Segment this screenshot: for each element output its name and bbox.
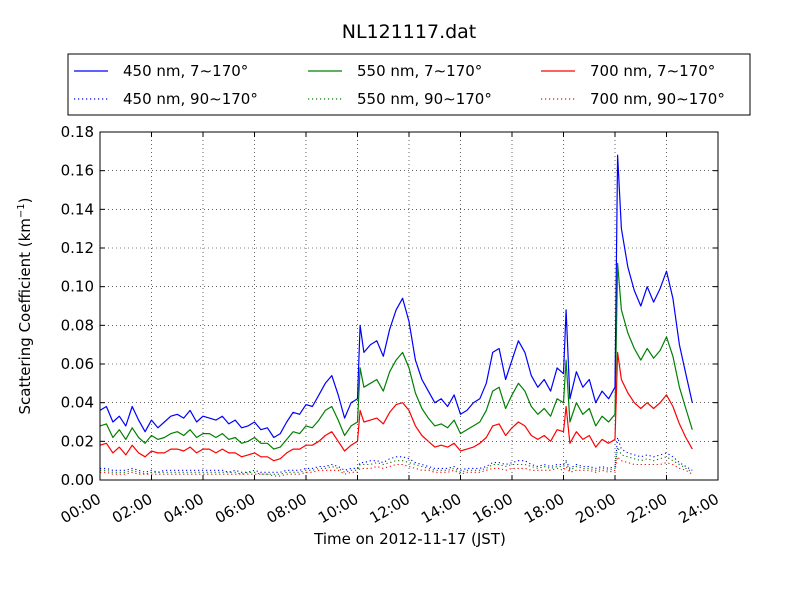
x-tick-label: 20:00 [573,490,619,527]
grid-lines [100,132,718,480]
y-tick-label: 0.12 [61,239,94,257]
series-line [99,262,693,450]
series-lines [99,154,693,477]
legend-label: 450 nm, 90∼170° [123,90,258,108]
x-tick-label: 08:00 [264,490,310,527]
x-tick-label: 14:00 [418,490,464,527]
y-tick-label: 0.00 [61,471,94,489]
x-tick-label: 04:00 [161,490,207,527]
y-axis-tick-labels: 0.00 0.02 0.04 0.06 0.08 0.10 0.12 0.14 0.16 0.18 [61,123,94,489]
plot-area [99,131,719,481]
y-tick-label: 0.08 [61,316,94,334]
y-tick-label: 0.14 [61,200,94,218]
chart-title: NL121117.dat [342,21,477,43]
y-tick-label: 0.10 [61,278,94,296]
y-tick-label: 0.04 [61,394,94,412]
legend-frame [67,53,751,116]
series-line [99,351,693,462]
legend-label: 550 nm, 90∼170° [357,90,492,108]
x-tick-label: 22:00 [624,490,670,527]
x-tick-label: 12:00 [367,490,413,527]
y-tick-label: 0.16 [61,162,94,180]
y-axis-label-superscript: −1 [16,203,27,218]
x-tick-label: 16:00 [470,490,516,527]
x-tick-label: 06:00 [212,490,258,527]
y-axis-label-main: Scattering Coefficient (km [16,218,34,414]
y-tick-label: 0.06 [61,355,94,373]
y-axis-label-close: ) [16,197,34,203]
x-tick-label: 24:00 [676,490,722,527]
series-line [99,154,693,439]
x-tick-label: 18:00 [521,490,567,527]
tick-marks [99,131,719,481]
legend-label: 700 nm, 7∼170° [590,62,715,80]
y-tick-label: 0.18 [61,123,94,141]
legend-label: 700 nm, 90∼170° [590,90,725,108]
x-axis-tick-labels: 00:00 02:00 04:00 06:00 08:00 10:00 12:00 14:00… [58,490,722,527]
legend-label: 550 nm, 7∼170° [357,62,482,80]
x-tick-label: 00:00 [58,490,104,527]
y-tick-label: 0.02 [61,432,94,450]
x-tick-label: 10:00 [315,490,361,527]
legend-entries: 450 nm, 7∼170° 450 nm, 90∼170° 550 nm, 7∼1… [74,62,725,108]
legend: 450 nm, 7∼170° 450 nm, 90∼170° 550 nm, 7∼1… [67,53,751,116]
x-axis-label: Time on 2012-11-17 (JST) [313,530,506,548]
x-tick-label: 02:00 [109,490,155,527]
legend-label: 450 nm, 7∼170° [123,62,248,80]
y-axis-label: Scattering Coefficient (km−1) [16,197,34,414]
